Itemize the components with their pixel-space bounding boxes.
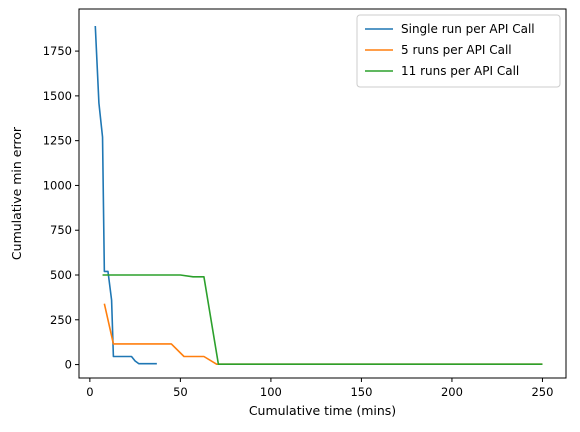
legend: Single run per API Call 5 runs per API Ca… xyxy=(356,14,561,88)
x-axis-ticks: 0 50 100 150 200 250 xyxy=(86,378,553,399)
series-line-1 xyxy=(94,25,157,365)
x-axis-label: Cumulative time (mins) xyxy=(249,403,396,418)
x-tick-label: 0 xyxy=(86,385,93,399)
legend-label-2: 5 runs per API Call xyxy=(401,43,512,57)
y-tick-label: 1500 xyxy=(43,89,72,103)
y-tick-label: 500 xyxy=(50,268,72,282)
plot-frame xyxy=(78,8,567,379)
y-tick-label: 1750 xyxy=(43,44,72,58)
x-tick-label: 100 xyxy=(260,385,282,399)
x-tick-label: 150 xyxy=(350,385,372,399)
y-tick-label: 250 xyxy=(50,313,72,327)
x-tick-label: 250 xyxy=(531,385,553,399)
legend-label-3: 11 runs per API Call xyxy=(401,64,519,78)
y-axis-ticks: 0 250 500 750 1000 1250 1500 1750 xyxy=(43,44,79,372)
y-tick-label: 750 xyxy=(50,223,72,237)
y-axis-label: Cumulative min error xyxy=(9,126,24,260)
legend-label-1: Single run per API Call xyxy=(401,22,535,36)
series-line-3 xyxy=(102,274,543,366)
y-tick-label: 1000 xyxy=(43,178,72,192)
series-line-2 xyxy=(103,303,543,366)
plot-lines xyxy=(94,25,543,366)
y-tick-label: 1250 xyxy=(43,134,72,148)
x-tick-label: 200 xyxy=(441,385,463,399)
legend-box xyxy=(356,14,561,88)
x-tick-label: 50 xyxy=(173,385,188,399)
y-tick-label: 0 xyxy=(65,358,72,372)
